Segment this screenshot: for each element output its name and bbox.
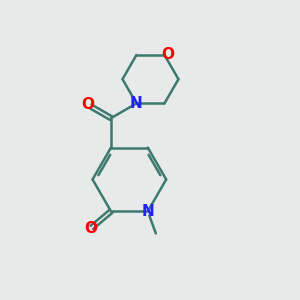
Text: O: O (82, 98, 95, 112)
Text: O: O (84, 221, 97, 236)
Text: N: N (141, 204, 154, 219)
Text: O: O (161, 47, 174, 62)
Text: N: N (130, 96, 143, 111)
